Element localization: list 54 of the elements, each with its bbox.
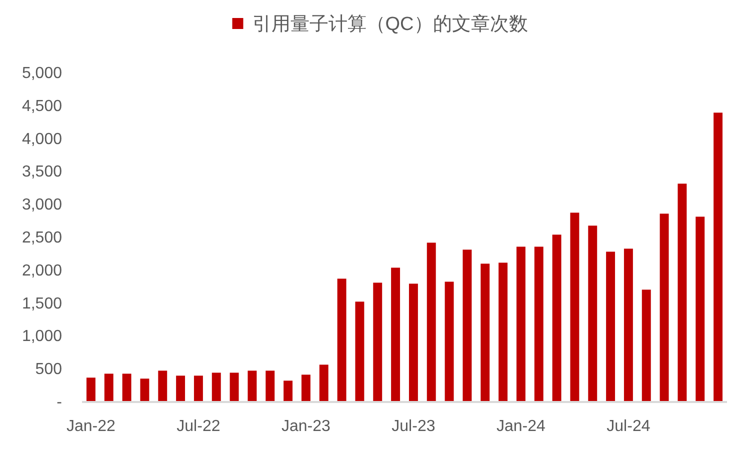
x-tick-label: Jul-23: [392, 418, 436, 435]
y-tick-label: 4,000: [22, 130, 62, 148]
bar: [606, 252, 616, 401]
bar: [624, 248, 633, 401]
bar: [194, 376, 203, 401]
bar: [301, 374, 310, 401]
y-tick-label: 4,500: [22, 98, 62, 115]
bar: [373, 282, 382, 401]
bar: [570, 212, 580, 401]
bar: [444, 282, 454, 401]
bar: [696, 216, 705, 401]
bar: [104, 374, 114, 401]
bar: [86, 378, 96, 401]
y-tick-label: -: [56, 394, 62, 411]
bar: [319, 364, 328, 401]
legend-label: 引用量子计算（QC）的文章次数: [252, 13, 528, 35]
y-tick-label: 3,500: [22, 164, 62, 181]
bar: [391, 268, 400, 401]
x-tick-label: Jan-23: [281, 418, 331, 435]
bar: [516, 246, 526, 401]
bar: [660, 214, 669, 401]
bar: [266, 370, 275, 401]
bar: [588, 226, 598, 401]
bar: [158, 370, 168, 401]
y-tick-label: 2,500: [22, 230, 62, 246]
x-tick-label: Jan-22: [66, 418, 116, 435]
bar: [355, 302, 364, 401]
y-tick-label: 2,000: [22, 262, 62, 280]
bar: [248, 370, 257, 401]
y-tick-label: 1,000: [22, 328, 62, 346]
bar: [678, 184, 687, 401]
x-tick-label: Jul-24: [606, 418, 650, 435]
y-tick-label: 1,500: [22, 295, 62, 312]
bar: [337, 278, 346, 401]
bar: [552, 234, 562, 401]
bar: [714, 112, 723, 401]
bar: [408, 284, 418, 401]
bar: [230, 372, 239, 401]
x-tick-label: Jan-24: [496, 418, 546, 435]
bar: [122, 374, 132, 401]
bar: [176, 376, 186, 401]
y-tick-label: 500: [35, 361, 62, 378]
x-tick-label: Jul-22: [176, 418, 220, 435]
bar: [462, 250, 472, 401]
bar: [426, 242, 436, 401]
bar: [534, 246, 544, 401]
bar: [212, 372, 221, 401]
bar: [284, 380, 293, 401]
y-tick-label: 3,000: [22, 196, 62, 214]
bar: [140, 378, 150, 401]
bar: [642, 290, 651, 401]
y-tick-label: 5,000: [22, 65, 62, 82]
bar: [498, 262, 508, 401]
bar: [480, 264, 490, 401]
